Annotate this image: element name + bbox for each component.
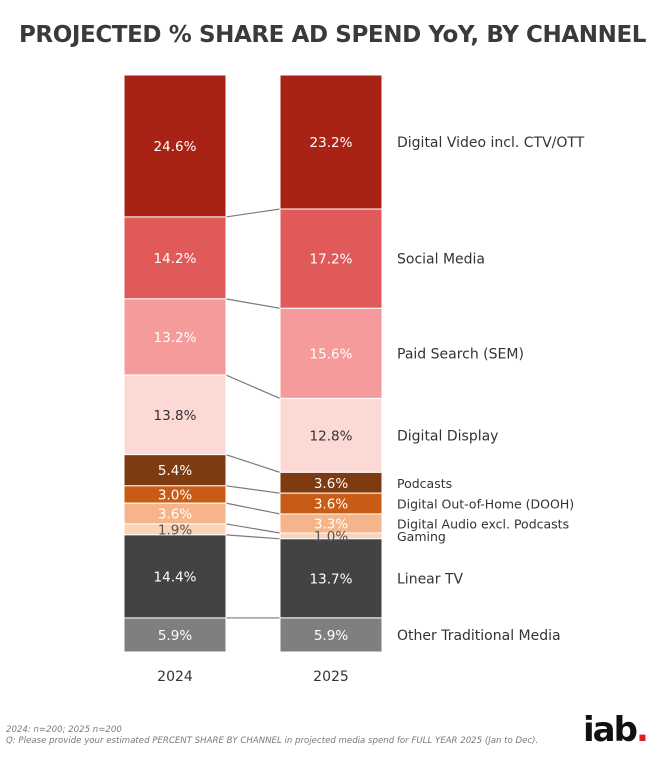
segment-label-digital-out-of-home-dooh-2024: 3.0% xyxy=(158,487,192,503)
logo-dot: . xyxy=(635,710,649,750)
chart-title: PROJECTED % SHARE AD SPEND YoY, BY CHANN… xyxy=(18,22,647,48)
connector-line xyxy=(225,523,281,534)
segment-label-digital-display-2024: 13.8% xyxy=(154,408,197,424)
segment-label-other-traditional-media-2025: 5.9% xyxy=(314,628,348,644)
segment-label-linear-tv-2025: 13.7% xyxy=(310,571,353,587)
connector-line xyxy=(225,208,281,218)
bar-segment-paid-search-sem-2025 xyxy=(279,307,383,399)
segment-value-labels: 24.6%14.2%13.2%13.8%5.4%3.0%3.6%1.9%14.4… xyxy=(154,135,353,644)
footnote-question: Q: Please provide your estimated PERCENT… xyxy=(6,736,539,746)
footnote: 2024: n=200; 2025 n=200 Q: Please provid… xyxy=(6,725,538,747)
segment-label-digital-audio-excl-podcasts-2025: 3.3% xyxy=(314,516,348,532)
segment-label-other-traditional-media-2024: 5.9% xyxy=(158,628,192,644)
segment-label-paid-search-sem-2025: 15.6% xyxy=(310,346,353,362)
connector-line xyxy=(225,502,281,515)
connector-lines xyxy=(225,208,281,619)
segment-label-podcasts-2024: 5.4% xyxy=(158,463,192,479)
legend-other-traditional-media: Other Traditional Media xyxy=(397,628,561,644)
legend-paid-search-sem: Paid Search (SEM) xyxy=(397,346,524,362)
bar-segment-digital-display-2024 xyxy=(123,374,227,456)
legend-digital-out-of-home-dooh: Digital Out-of-Home (DOOH) xyxy=(397,497,574,512)
legend: Digital Video incl. CTV/OTT Social Media P… xyxy=(397,135,585,644)
segment-label-social-media-2025: 17.2% xyxy=(310,252,353,268)
logo-text: iab xyxy=(583,710,638,750)
x-tick-2024: 2024 xyxy=(157,669,193,685)
segment-label-linear-tv-2024: 14.4% xyxy=(154,569,197,585)
segment-label-digital-video-incl-ctv-ott-2025: 23.2% xyxy=(310,135,353,151)
footnote-sample-size: 2024: n=200; 2025 n=200 xyxy=(6,725,122,735)
segment-label-gaming-2025: 1.0% xyxy=(314,529,348,545)
legend-gaming: Gaming xyxy=(397,529,446,544)
legend-podcasts: Podcasts xyxy=(397,476,452,491)
segment-label-gaming-2024: 1.9% xyxy=(158,522,192,538)
bar-segment-digital-video-incl-ctv-ott-2024 xyxy=(123,74,227,218)
segment-label-social-media-2024: 14.2% xyxy=(154,251,197,267)
iab-logo: iab. xyxy=(583,710,649,750)
x-tick-2025: 2025 xyxy=(313,669,349,685)
legend-digital-display: Digital Display xyxy=(397,428,498,444)
bar-segment-digital-video-incl-ctv-ott-2025 xyxy=(279,74,383,210)
connector-line xyxy=(225,374,281,399)
connector-line xyxy=(225,298,281,309)
segment-label-digital-display-2025: 12.8% xyxy=(310,428,353,444)
segment-label-digital-video-incl-ctv-ott-2024: 24.6% xyxy=(154,139,197,155)
segment-label-digital-audio-excl-podcasts-2024: 3.6% xyxy=(158,507,192,523)
segment-label-paid-search-sem-2024: 13.2% xyxy=(154,330,197,346)
connector-line xyxy=(225,454,281,473)
bar-segment-social-media-2024 xyxy=(123,216,227,300)
segment-label-podcasts-2025: 3.6% xyxy=(314,476,348,492)
bar-segment-other-traditional-media-2025 xyxy=(279,617,383,653)
bar-segment-digital-display-2025 xyxy=(279,397,383,473)
bars xyxy=(123,74,383,653)
x-axis-tick-labels: 2024 2025 xyxy=(157,669,349,685)
legend-digital-audio-excl-podcasts: Digital Audio excl. Podcasts xyxy=(397,516,569,531)
connector-line xyxy=(225,534,281,540)
legend-digital-video-incl-ctv-ott: Digital Video incl. CTV/OTT xyxy=(397,135,585,151)
bar-segment-other-traditional-media-2024 xyxy=(123,617,227,653)
legend-linear-tv: Linear TV xyxy=(397,571,464,587)
segment-label-digital-out-of-home-dooh-2025: 3.6% xyxy=(314,497,348,513)
bar-segment-linear-tv-2025 xyxy=(279,538,383,619)
bar-segment-paid-search-sem-2024 xyxy=(123,298,227,376)
connector-line xyxy=(225,485,281,494)
bar-segment-social-media-2025 xyxy=(279,208,383,309)
legend-social-media: Social Media xyxy=(397,252,485,268)
stacked-bar-chart: 24.6%14.2%13.2%13.8%5.4%3.0%3.6%1.9%14.4… xyxy=(123,74,585,685)
